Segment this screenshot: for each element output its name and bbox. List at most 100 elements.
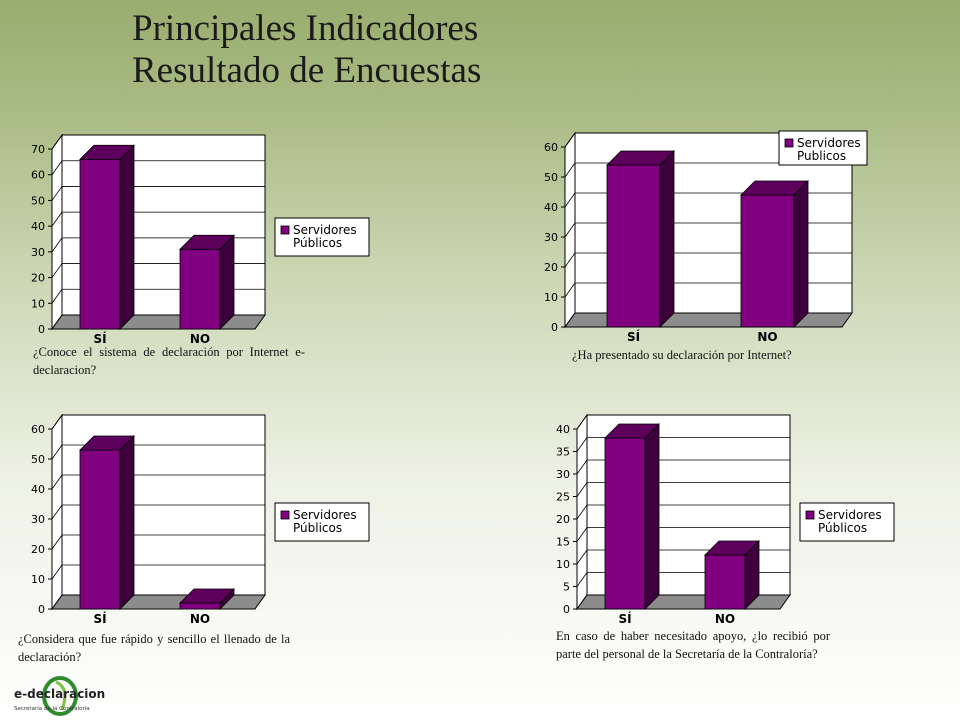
- y-tick-label: 30: [31, 513, 45, 526]
- y-tick-label: 15: [556, 536, 570, 549]
- bar-top-1: [740, 180, 809, 196]
- y-tick-label: 25: [556, 491, 570, 504]
- y-tick-label: 10: [31, 573, 45, 586]
- bar-1: [179, 248, 221, 330]
- gridline-side: [564, 162, 576, 178]
- gridline-side: [51, 289, 63, 304]
- category-label: NO: [190, 612, 210, 626]
- legend-label: Servidores: [293, 223, 357, 237]
- y-tick-label: 0: [38, 323, 45, 336]
- category-label: SÍ: [93, 331, 107, 346]
- chart-rapido-sencillo: 0 10 20 30 40 50 60 SÍ NO Servidores Públicos: [10, 410, 370, 626]
- chart-caption-conoce-sistema: ¿Conoce el sistema de declaración por In…: [33, 345, 305, 377]
- chart-apoyo-personal: 0 5 10 15 20 25 30 35 40 SÍ NO Servidores Públicos: [535, 410, 895, 626]
- y-tick-label: 10: [556, 558, 570, 571]
- chart-caption-rapido-sencillo: ¿Considera que fue rápido y sencillo el …: [18, 632, 290, 664]
- legend-box: [799, 502, 895, 542]
- gridline-side: [51, 211, 63, 227]
- bar-side-0: [119, 435, 135, 610]
- category-label: NO: [757, 330, 777, 344]
- y-tick-label: 30: [544, 231, 558, 244]
- gridline-side: [564, 252, 576, 268]
- gridline-side: [576, 414, 588, 430]
- bar-side-0: [644, 423, 660, 610]
- gridline-side: [51, 474, 63, 490]
- slide-title: Principales Indicadores Resultado de Enc…: [132, 8, 481, 92]
- bar-1: [740, 194, 795, 328]
- gridline-side: [564, 222, 576, 238]
- gridline-side: [576, 437, 588, 452]
- gridline-side: [576, 549, 588, 565]
- bar-0: [606, 164, 661, 328]
- legend-label: Públicos: [293, 236, 342, 250]
- legend-swatch: [805, 510, 815, 520]
- gridline-side: [564, 282, 576, 298]
- gridline-side: [51, 237, 63, 253]
- y-tick-label: 30: [31, 246, 45, 259]
- bar-0: [79, 158, 121, 330]
- legend-label: Públicos: [293, 521, 342, 535]
- bar-top-0: [79, 435, 135, 451]
- legend-box: [778, 130, 868, 166]
- gridline-side: [51, 414, 63, 430]
- y-tick-label: 40: [544, 201, 558, 214]
- bar-top-0: [606, 150, 675, 166]
- legend-swatch: [280, 225, 290, 235]
- gridline-side: [576, 504, 588, 520]
- legend-box: [274, 502, 370, 542]
- gridline-side: [51, 504, 63, 520]
- gridline-side: [564, 192, 576, 208]
- bar-top-1: [704, 540, 760, 556]
- bar-side-1: [219, 234, 235, 330]
- y-tick-label: 60: [31, 169, 45, 182]
- logo-subtitle-text: Secretaría de la Contraloría: [14, 705, 90, 712]
- bar-top-1: [179, 588, 235, 604]
- y-tick-label: 35: [556, 446, 570, 459]
- gridline-side: [564, 132, 576, 148]
- category-label: SÍ: [618, 611, 632, 626]
- bar-side-0: [119, 144, 135, 330]
- gridline-side: [576, 459, 588, 475]
- gridline-side: [51, 444, 63, 460]
- legend-label: Servidores: [818, 508, 882, 522]
- logo-brand-text: e-declaracion: [14, 687, 105, 701]
- bar-1: [704, 554, 746, 610]
- gridline-side: [51, 263, 63, 278]
- y-tick-label: 20: [544, 261, 558, 274]
- slide-title-line-2: Resultado de Encuestas: [132, 50, 482, 91]
- gridline-side: [576, 527, 588, 542]
- bar-1: [179, 602, 221, 610]
- category-label: NO: [190, 332, 210, 346]
- category-label: SÍ: [93, 611, 107, 626]
- legend-swatch: [784, 138, 794, 148]
- y-tick-label: 0: [563, 603, 570, 616]
- y-tick-label: 60: [544, 141, 558, 154]
- chart-caption-ha-presentado: ¿Ha presentado su declaración por Intern…: [572, 348, 792, 362]
- chart-caption-apoyo-personal: En caso de haber necesitado apoyo, ¿lo r…: [556, 629, 830, 661]
- y-tick-label: 0: [551, 321, 558, 334]
- legend-label: Servidores: [293, 508, 357, 522]
- chart-conoce-sistema: 0 10 20 30 40 50 60 70 SÍ NO Servidores Públicos: [10, 130, 370, 346]
- chart-ha-presentado: 0 10 20 30 40 50 60 SÍ NO Servidores Publicos: [535, 125, 875, 345]
- bar-side-1: [793, 180, 809, 328]
- gridline-side: [51, 564, 63, 580]
- y-tick-label: 40: [556, 423, 570, 436]
- side-wall: [51, 133, 63, 331]
- bar-side-0: [659, 150, 675, 328]
- y-tick-label: 50: [31, 194, 45, 207]
- y-tick-label: 40: [31, 220, 45, 233]
- y-tick-label: 20: [31, 272, 45, 285]
- category-label: SÍ: [627, 329, 641, 344]
- y-tick-label: 50: [31, 453, 45, 466]
- gridline-side: [51, 160, 63, 175]
- legend-label: Públicos: [818, 521, 867, 535]
- e-declaracion-logo: e-declaracion Secretaría de la Contralor…: [10, 676, 122, 718]
- gridline-side: [51, 534, 63, 550]
- legend-label: Servidores: [797, 136, 861, 150]
- bar-top-0: [604, 423, 660, 439]
- y-tick-label: 10: [31, 297, 45, 310]
- y-tick-label: 5: [563, 581, 570, 594]
- legend-box: [274, 217, 370, 257]
- y-tick-label: 40: [31, 483, 45, 496]
- y-tick-label: 70: [31, 143, 45, 156]
